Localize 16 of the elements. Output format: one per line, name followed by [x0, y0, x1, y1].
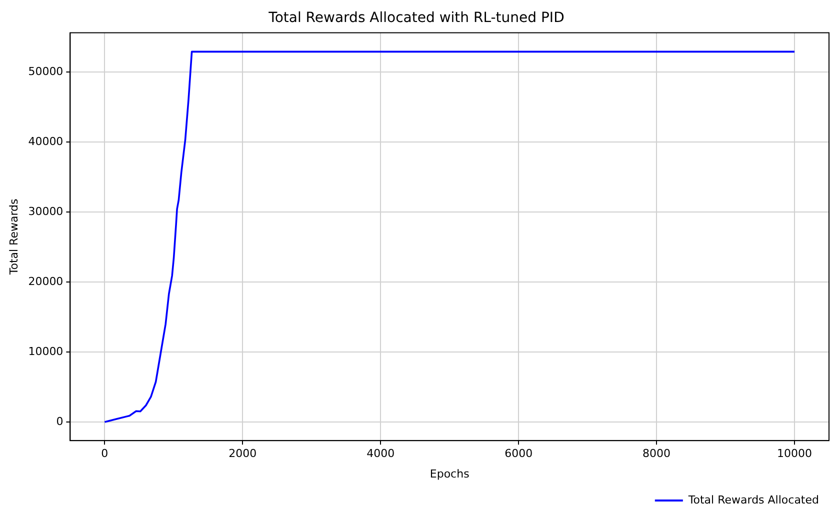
x-tick-label: 6000: [504, 447, 533, 460]
y-tick-label: 30000: [28, 204, 64, 218]
legend-label: Total Rewards Allocated: [687, 493, 820, 506]
chart-title: Total Rewards Allocated with RL-tuned PID: [268, 10, 564, 26]
x-tick-label: 8000: [642, 447, 671, 460]
y-tick-label: 10000: [28, 344, 64, 358]
x-axis-title: Epochs: [430, 467, 470, 480]
y-tick-label: 40000: [28, 134, 64, 148]
y-tick-label: 20000: [28, 274, 64, 288]
x-tick-label: 0: [101, 447, 108, 460]
y-axis-title: Total Rewards: [7, 198, 20, 276]
x-tick-label: 10000: [777, 447, 812, 460]
x-tick-label: 4000: [366, 447, 395, 460]
y-tick-label: 50000: [28, 64, 64, 78]
y-tick-label: 0: [56, 414, 64, 428]
x-tick-label: 2000: [228, 447, 257, 460]
